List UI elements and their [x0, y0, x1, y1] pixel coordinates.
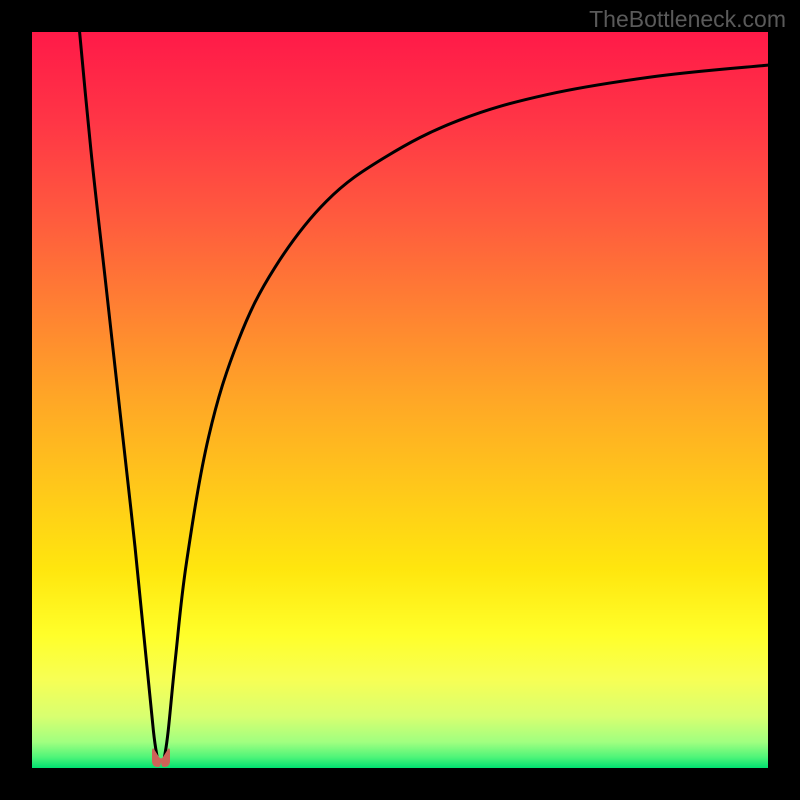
plot-area — [32, 32, 768, 768]
valley-marker-svg — [152, 747, 170, 767]
valley-marker — [152, 747, 170, 767]
watermark-text: TheBottleneck.com — [589, 6, 786, 33]
curve-path — [76, 32, 768, 757]
curve-svg — [32, 32, 768, 768]
valley-marker-path — [152, 748, 170, 767]
